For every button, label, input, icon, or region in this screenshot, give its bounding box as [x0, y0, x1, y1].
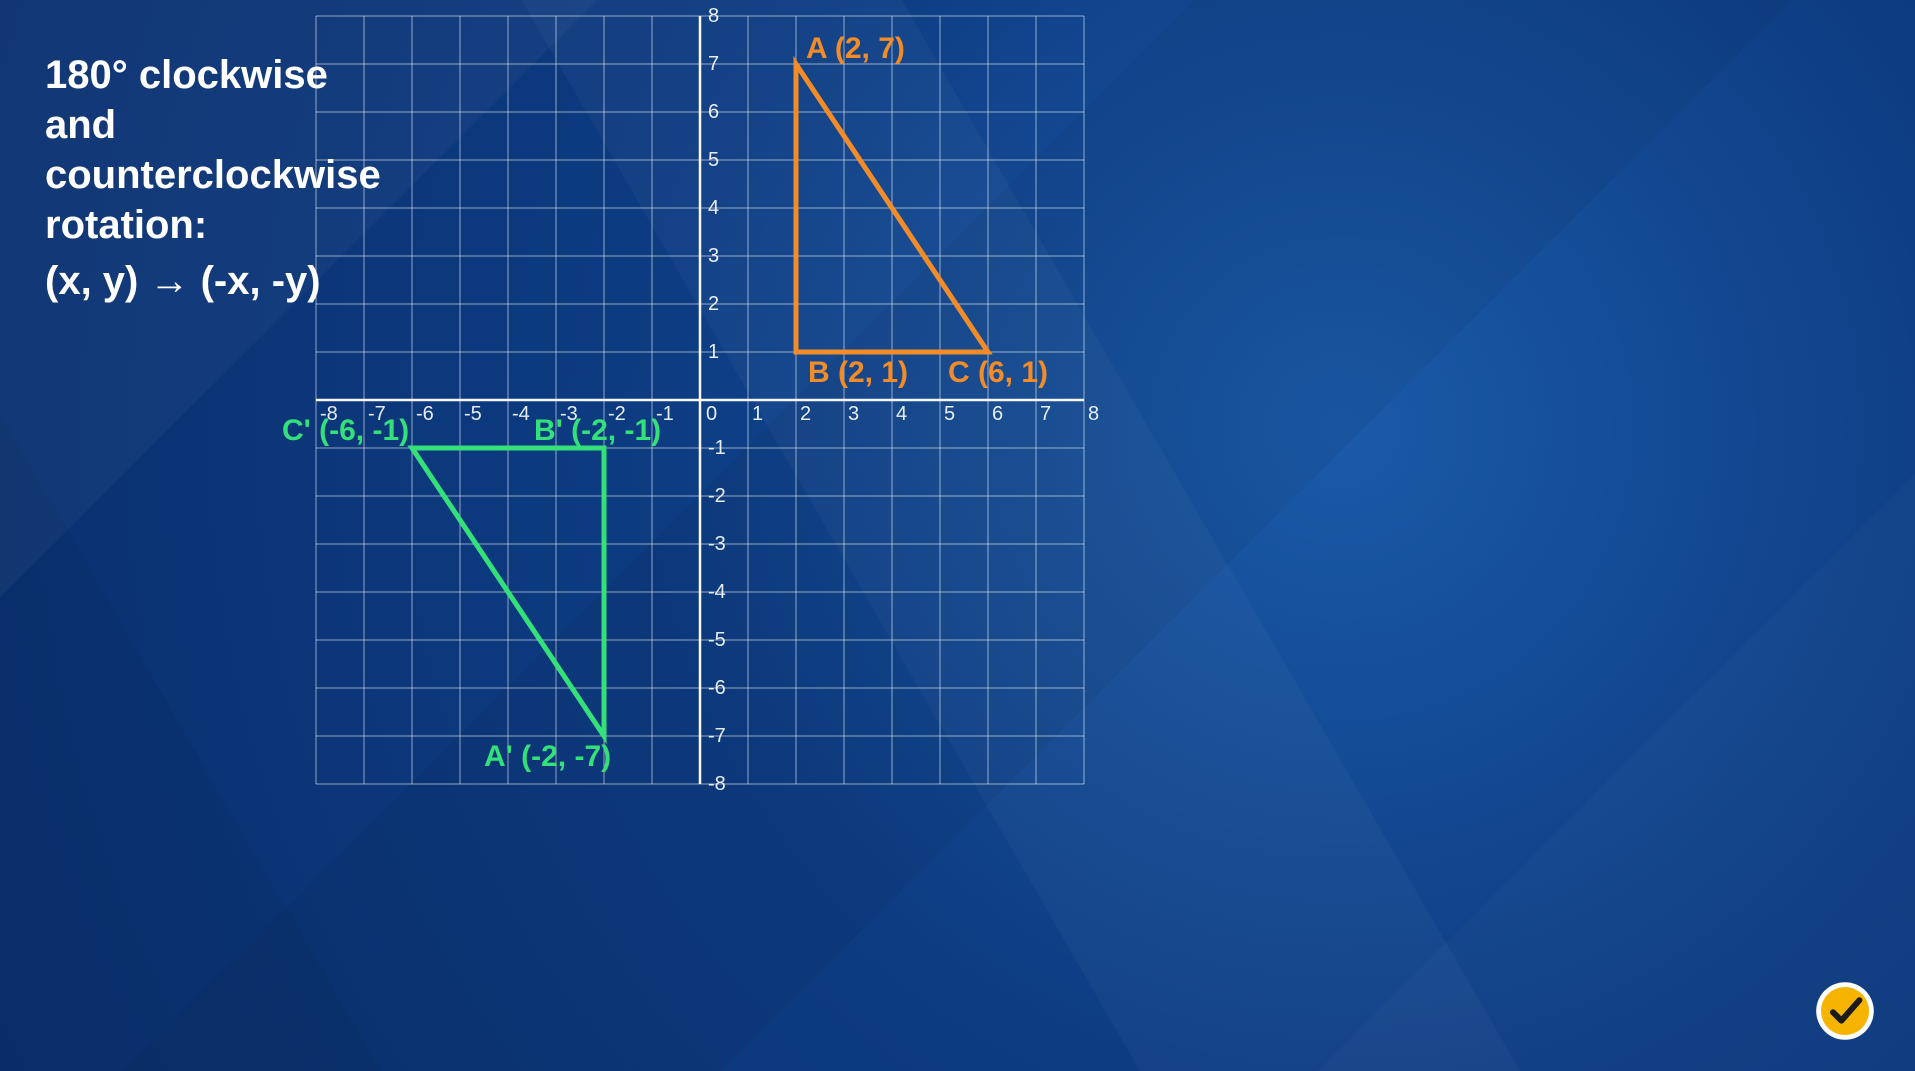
x-tick-label: 7	[1040, 403, 1051, 425]
y-tick-label: -4	[708, 581, 726, 603]
y-tick-label: -7	[708, 725, 726, 747]
y-tick-label: -1	[708, 437, 726, 459]
brand-logo	[1815, 981, 1875, 1041]
label-C: C (6, 1)	[948, 356, 1048, 389]
y-tick-label: -8	[708, 773, 726, 795]
tick-label-origin: 0	[706, 403, 717, 425]
x-tick-label: 5	[944, 403, 955, 425]
y-tick-label: 3	[708, 245, 719, 267]
label-B: B (2, 1)	[808, 356, 908, 389]
x-tick-label: 4	[896, 403, 907, 425]
y-tick-label: 4	[708, 197, 719, 219]
y-tick-label: 5	[708, 149, 719, 171]
x-tick-label: 2	[800, 403, 811, 425]
label-C-prime: C' (-6, -1)	[282, 414, 409, 447]
x-tick-label: 6	[992, 403, 1003, 425]
grid-svg: -8-7-6-5-4-3-2-101234567812345678-1-2-3-…	[0, 0, 1144, 844]
x-tick-label: 3	[848, 403, 859, 425]
coordinate-grid: -8-7-6-5-4-3-2-101234567812345678-1-2-3-…	[0, 0, 1144, 844]
x-tick-label: -4	[512, 403, 530, 425]
x-tick-label: 1	[752, 403, 763, 425]
label-A-prime: A' (-2, -7)	[484, 740, 611, 773]
x-tick-label: 8	[1088, 403, 1099, 425]
y-tick-label: 6	[708, 101, 719, 123]
label-A: A (2, 7)	[806, 32, 905, 65]
y-tick-label: 8	[708, 5, 719, 27]
x-tick-label: -5	[464, 403, 482, 425]
y-tick-label: -3	[708, 533, 726, 555]
y-tick-label: 7	[708, 53, 719, 75]
y-tick-label: 1	[708, 341, 719, 363]
y-tick-label: -2	[708, 485, 726, 507]
y-tick-label: -5	[708, 629, 726, 651]
y-tick-label: 2	[708, 293, 719, 315]
y-tick-label: -6	[708, 677, 726, 699]
x-tick-label: -6	[416, 403, 434, 425]
label-B-prime: B' (-2, -1)	[534, 414, 661, 447]
